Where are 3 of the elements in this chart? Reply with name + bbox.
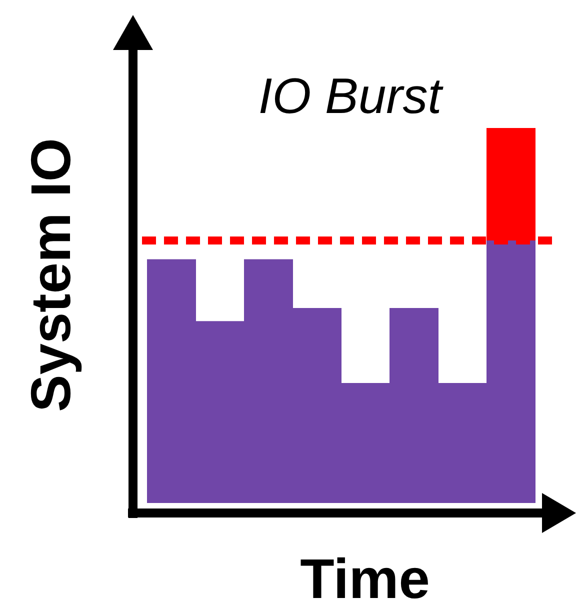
y-axis-title: System IO <box>19 138 82 412</box>
text: IO Burst <box>258 68 444 124</box>
x-axis-title: Time <box>300 547 430 610</box>
